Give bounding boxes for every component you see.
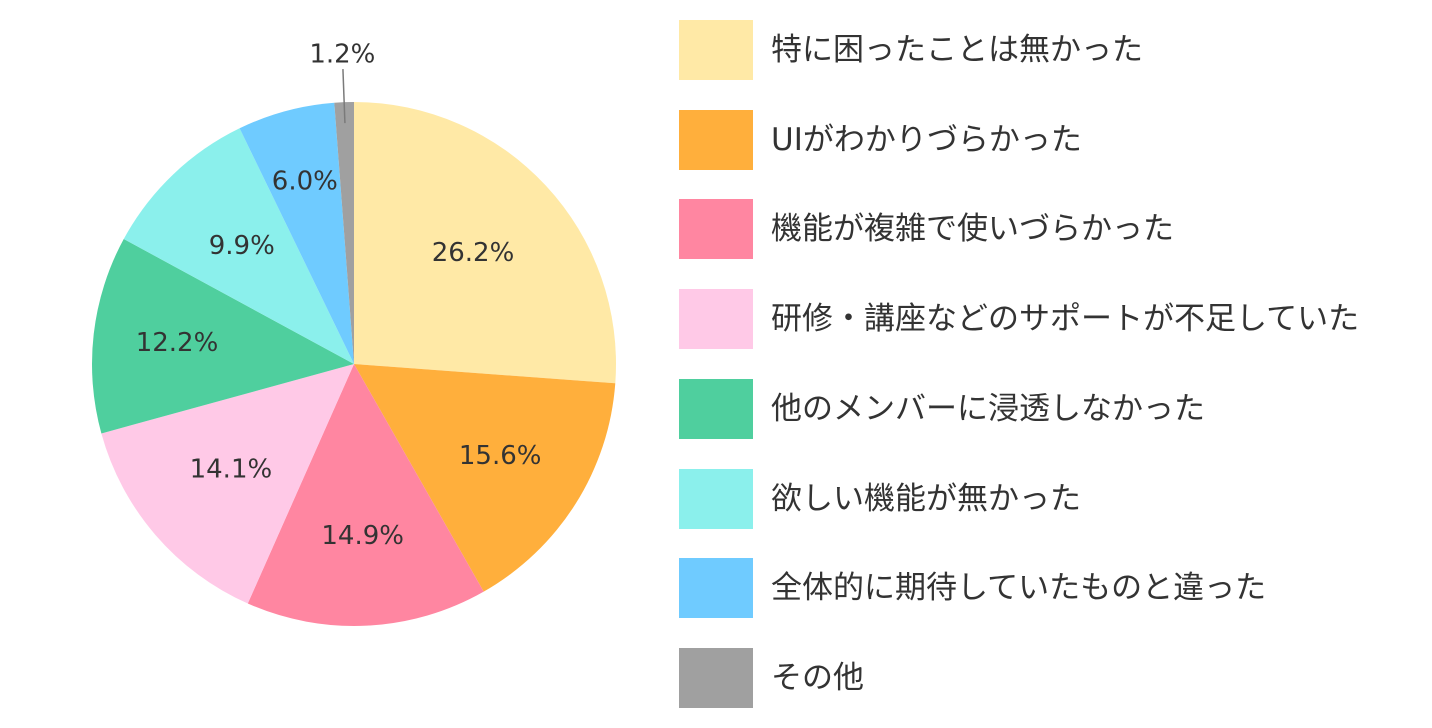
slice-label-2: 15.6% [459,441,542,471]
pie-slice-1 [354,102,616,384]
legend-swatch [679,110,753,170]
legend-item-1: 特に困ったことは無かった [679,20,1419,80]
pie-slice-7 [239,102,354,364]
leader-line-8 [342,69,346,124]
legend-item-2: UIがわかりづらかった [679,110,1419,170]
pie-slice-5 [92,238,355,434]
legend-item-7: 全体的に期待していたものと違った [679,558,1419,618]
pie-slice-2 [354,364,616,592]
legend-item-6: 欲しい機能が無かった [679,469,1419,529]
legend-swatch [679,289,753,349]
legend-label: 欲しい機能が無かった [771,481,1081,517]
pie-slice-8 [334,102,354,364]
slice-label-1: 26.2% [432,238,515,268]
slice-label-8: 1.2% [309,40,375,70]
slice-labels: 26.2% 15.6% 14.9% 14.1% 12.2% 9.9% 6.0% 1.2% [136,40,542,552]
legend-item-5: 他のメンバーに浸透しなかった [679,379,1419,439]
slice-label-6: 9.9% [209,231,275,261]
leader-lines [342,69,346,124]
slice-label-7: 6.0% [272,166,338,196]
slice-label-5: 12.2% [136,328,219,358]
pie-slice-3 [247,364,484,626]
legend-swatch [679,199,753,259]
legend-label: 機能が複雑で使いづらかった [771,211,1174,247]
legend-label: その他 [771,660,864,696]
legend-swatch [679,558,753,618]
slice-label-4: 14.1% [190,454,273,484]
legend-swatch [679,379,753,439]
legend-item-8: その他 [679,648,1419,708]
slice-label-3: 14.9% [321,521,404,551]
legend-item-4: 研修・講座などのサポートが不足していた [679,289,1419,349]
pie-slices [92,102,616,626]
legend-item-3: 機能が複雑で使いづらかった [679,199,1419,259]
pie-chart: 26.2% 15.6% 14.9% 14.1% 12.2% 9.9% 6.0% 1.2% [92,40,616,626]
legend-label: 研修・講座などのサポートが不足していた [771,301,1360,337]
legend-swatch [679,469,753,529]
legend-label: 他のメンバーに浸透しなかった [771,391,1205,427]
legend-swatch [679,20,753,80]
legend-label: 特に困ったことは無かった [771,32,1143,68]
legend-swatch [679,648,753,708]
legend-label: UIがわかりづらかった [771,122,1082,158]
pie-slice-6 [123,128,354,364]
legend-label: 全体的に期待していたものと違った [771,570,1267,606]
pie-slice-4 [101,364,354,604]
